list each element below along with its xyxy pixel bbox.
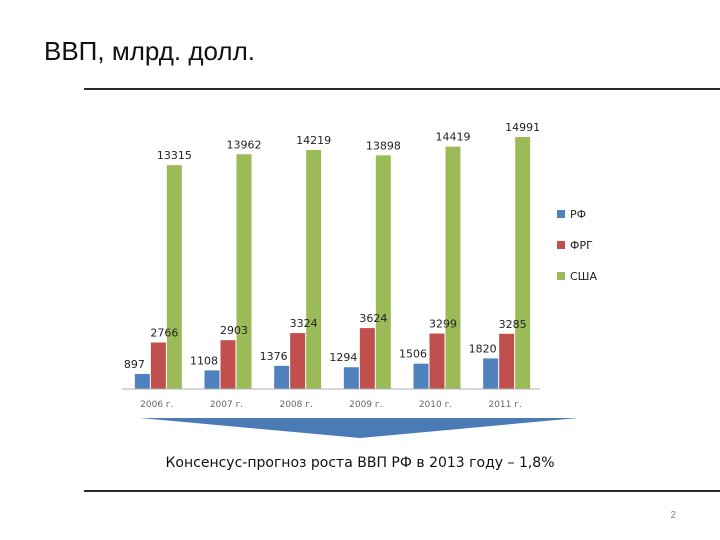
data-label: 13898 — [366, 139, 401, 152]
data-label: 2903 — [220, 324, 248, 337]
bar-США-2007 г. — [236, 154, 252, 389]
legend: РФ ФРГ США — [557, 208, 597, 283]
x-tick-label: 2009 г. — [349, 400, 382, 410]
forecast-caption: Консенсус-прогноз роста ВВП РФ в 2013 го… — [165, 455, 555, 471]
data-label: 14991 — [505, 121, 540, 134]
legend-label: РФ — [570, 208, 586, 221]
x-tick-label: 2007 г. — [210, 400, 243, 410]
bar-РФ-2011 г. — [483, 358, 499, 389]
bar-США-2010 г. — [445, 146, 461, 389]
page-number: 2 — [670, 510, 676, 521]
data-label: 3624 — [359, 312, 387, 325]
bar-США-2009 г. — [375, 155, 391, 389]
bottom-divider — [84, 490, 720, 492]
data-label: 13962 — [227, 138, 262, 151]
bar-ФРГ-2006 г. — [150, 342, 166, 389]
data-label: 3285 — [499, 318, 527, 331]
bar-США-2008 г. — [306, 149, 322, 389]
bar-ФРГ-2009 г. — [359, 328, 375, 389]
legend-swatch-РФ — [557, 210, 565, 218]
x-tick-label: 2008 г. — [279, 400, 312, 410]
x-tick-label: 2006 г. — [140, 400, 173, 410]
data-label: 1506 — [399, 348, 427, 361]
bar-США-2006 г. — [166, 165, 182, 389]
bar-group — [134, 136, 531, 389]
data-label: 3324 — [290, 317, 318, 330]
data-label: 14219 — [296, 134, 331, 147]
legend-swatch-ФРГ — [557, 241, 565, 249]
legend-label: США — [570, 270, 597, 283]
legend-swatch-США — [557, 272, 565, 280]
bar-США-2011 г. — [515, 136, 531, 389]
bar-ФРГ-2010 г. — [429, 333, 445, 389]
bar-ФРГ-2011 г. — [499, 333, 515, 389]
data-label: 3299 — [429, 318, 457, 331]
bar-РФ-2009 г. — [343, 367, 359, 389]
bar-РФ-2007 г. — [204, 370, 220, 389]
bar-РФ-2010 г. — [413, 363, 429, 389]
bar-РФ-2006 г. — [134, 373, 150, 389]
x-tick-group: 2006 г. 2007 г. 2008 г. 2009 г. 2010 г. 2011 … — [140, 400, 522, 410]
x-tick-label: 2010 г. — [419, 400, 452, 410]
x-tick-label: 2011 г. — [488, 400, 521, 410]
bar-ФРГ-2008 г. — [290, 333, 306, 389]
data-label-group: 897 2766 13315 1108 2903 13962 1376 3324 14219 12… — [124, 121, 540, 371]
data-label: 13315 — [157, 149, 192, 162]
data-label: 1376 — [260, 350, 288, 363]
data-label: 897 — [124, 358, 145, 371]
data-label: 2766 — [150, 326, 178, 339]
bar-РФ-2008 г. — [274, 365, 290, 389]
slide-title: ВВП, млрд. долл. — [44, 36, 255, 66]
bar-ФРГ-2007 г. — [220, 340, 236, 389]
data-label: 1820 — [469, 342, 497, 355]
data-label: 1294 — [329, 351, 357, 364]
top-divider — [84, 88, 720, 90]
data-label: 14419 — [436, 131, 471, 144]
arrow-shape — [140, 418, 578, 438]
data-label: 1108 — [190, 354, 218, 367]
legend-label: ФРГ — [570, 239, 593, 252]
